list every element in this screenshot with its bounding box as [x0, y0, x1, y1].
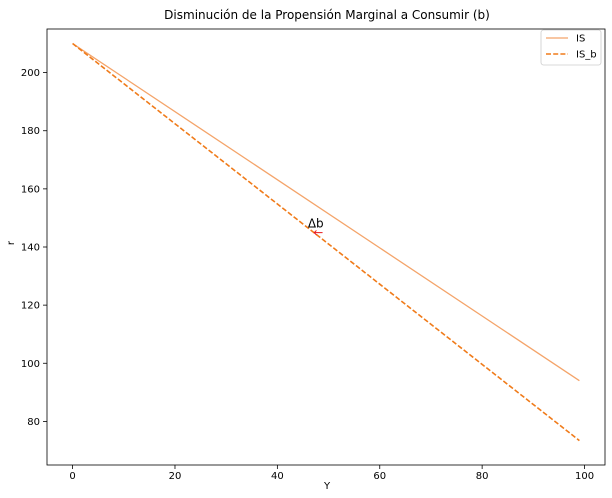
y-tick-label: 80 — [27, 417, 40, 428]
y-tick-label: 100 — [21, 359, 40, 370]
y-axis-label: r — [6, 240, 17, 245]
x-tick-label: 80 — [476, 471, 489, 482]
legend: IS IS_b — [540, 29, 602, 66]
annotation-label: Δb — [308, 217, 324, 231]
x-tick-label: 40 — [271, 471, 284, 482]
y-tick-label: 160 — [21, 184, 40, 195]
legend-box — [540, 29, 602, 66]
chart-title: Disminución de la Propensión Marginal a … — [164, 8, 490, 22]
y-tick-label: 120 — [21, 301, 40, 312]
y-tick-label: 180 — [21, 126, 40, 137]
y-tick-label: 200 — [21, 68, 40, 79]
annotation-arrow-icon: ← — [313, 225, 323, 239]
series-line-is-b — [72, 42, 580, 442]
x-tick-label: 60 — [373, 471, 386, 482]
legend-label-is: IS — [576, 34, 585, 45]
x-tick-label: 100 — [575, 471, 594, 482]
series-line-is — [72, 42, 580, 382]
x-tick-label: 20 — [169, 471, 182, 482]
x-tick-label: 0 — [69, 471, 75, 482]
y-tick-label: 140 — [21, 243, 40, 254]
x-axis-label: Y — [323, 481, 331, 492]
plot-area: Δb← 0 20 40 60 80 100 80 100 120 140 160 180 200 IS IS_… — [21, 28, 606, 482]
legend-label-is-b: IS_b — [576, 50, 597, 61]
